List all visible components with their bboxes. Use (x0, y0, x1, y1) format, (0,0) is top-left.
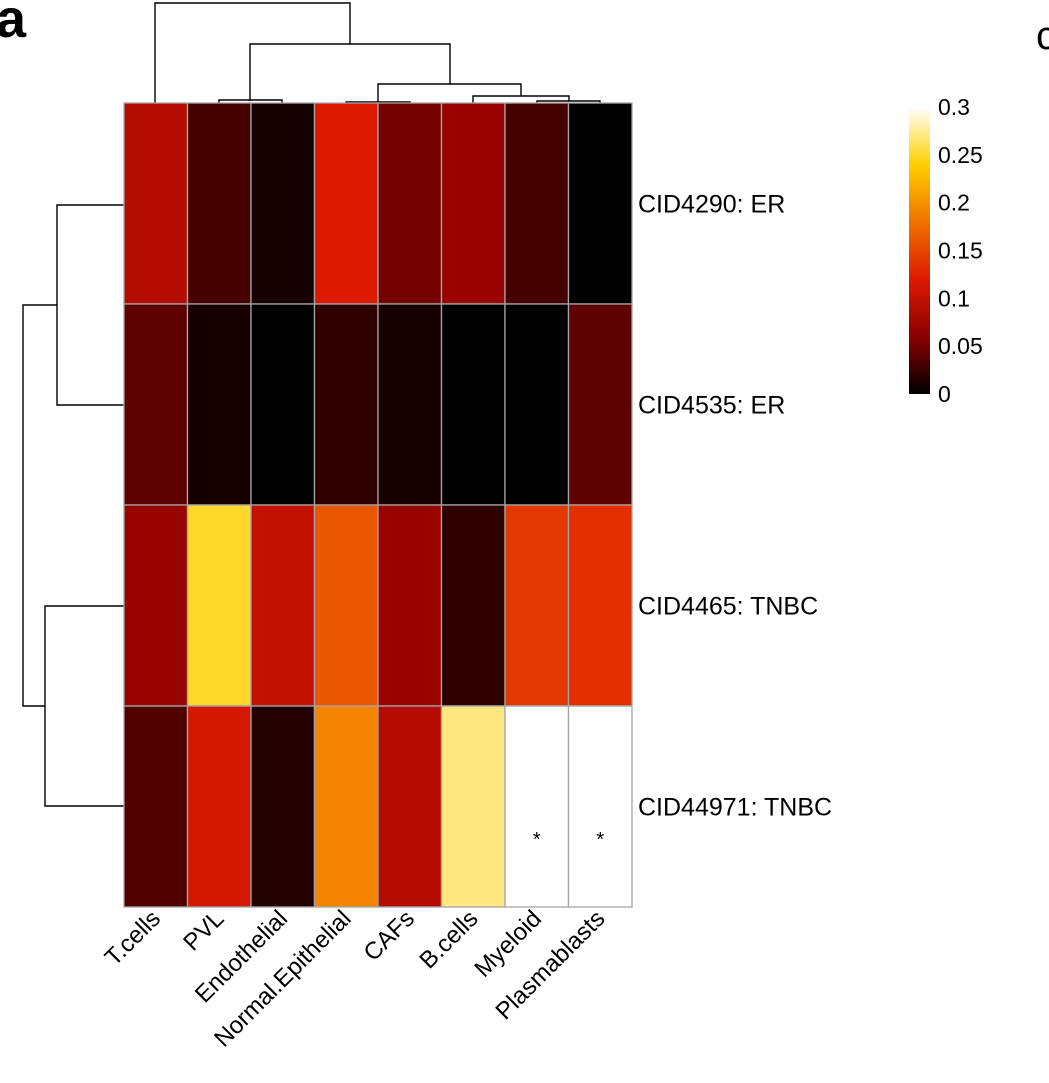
heatmap-cell (123, 705, 189, 908)
colorbar: 0.3 0.25 0.2 0.15 0.1 0.05 0 (909, 94, 983, 407)
dendro-branch-myeloid-plasma (536, 100, 601, 103)
heatmap-cell (123, 303, 189, 506)
significance-star: * (596, 829, 604, 851)
heatmap-cell (377, 705, 443, 908)
heatmap-cell (504, 504, 570, 707)
column-label: PVL (178, 905, 229, 956)
colorbar-gradient (909, 107, 930, 394)
heatmap-cell (504, 102, 570, 305)
row-dendrogram (22, 204, 124, 807)
dendro-branch-pvl-endo (218, 99, 283, 103)
row-label: CID4535: ER (638, 392, 785, 420)
heatmap-cells (123, 102, 633, 908)
heatmap-cell (377, 504, 443, 707)
heatmap-cell (440, 102, 506, 305)
dendro-branch-right (377, 83, 522, 103)
row-labels: CID4290: ER CID4535: ER CID4465: TNBC CID44… (638, 191, 832, 822)
dendro-branch-tnbc (44, 605, 124, 807)
heatmap-cell (567, 102, 633, 305)
heatmap-cell (377, 102, 443, 305)
colorbar-tick-label: 0.2 (938, 190, 970, 216)
dendro-branch-root (154, 2, 351, 103)
column-label: CAFs (358, 905, 420, 967)
heatmap-cell (567, 303, 633, 506)
heatmap-cell (123, 102, 189, 305)
heatmap-cell (504, 705, 570, 908)
heatmap-cell (250, 303, 316, 506)
heatmap-cell (313, 102, 379, 305)
column-label: Plasmablasts (490, 905, 610, 1025)
colorbar-tick-label: 0.05 (938, 333, 983, 359)
heatmap-cell (440, 303, 506, 506)
heatmap-cell (186, 504, 252, 707)
row-label: CID4465: TNBC (638, 593, 818, 621)
dendro-branch-er (56, 204, 124, 406)
colorbar-tick-label: 0.25 (938, 142, 983, 168)
heatmap-cell (250, 705, 316, 908)
dendro-branch-row-root (22, 304, 57, 707)
row-label: CID4290: ER (638, 191, 785, 219)
column-label: T.cells (100, 905, 166, 971)
significance-star: * (533, 829, 541, 851)
heatmap-cell (504, 303, 570, 506)
colorbar-tick-label: 0.1 (938, 285, 970, 311)
panel-label: a (0, 0, 27, 49)
heatmap-cell (123, 504, 189, 707)
row-label: CID44971: TNBC (638, 794, 832, 822)
next-panel-label: c (1036, 14, 1049, 58)
dendro-branch-major (249, 43, 451, 101)
heatmap-cell (186, 705, 252, 908)
heatmap-cell (250, 504, 316, 707)
heatmap-cell (440, 504, 506, 707)
significance-markers: * * (533, 829, 605, 851)
heatmap-cell (186, 303, 252, 506)
column-dendrogram (154, 2, 601, 103)
heatmap-cell (567, 705, 633, 908)
heatmap-cell (567, 504, 633, 707)
heatmap-cell (440, 705, 506, 908)
heatmap-cell (313, 705, 379, 908)
heatmap-cell (377, 303, 443, 506)
heatmap-cell (250, 102, 316, 305)
dendro-branch-bcells (472, 95, 570, 103)
heatmap-cell (313, 303, 379, 506)
colorbar-tick-label: 0.3 (938, 94, 970, 120)
heatmap-cell (186, 102, 252, 305)
colorbar-tick-label: 0 (938, 381, 951, 407)
colorbar-tick-label: 0.15 (938, 238, 983, 264)
heatmap-cell (313, 504, 379, 707)
